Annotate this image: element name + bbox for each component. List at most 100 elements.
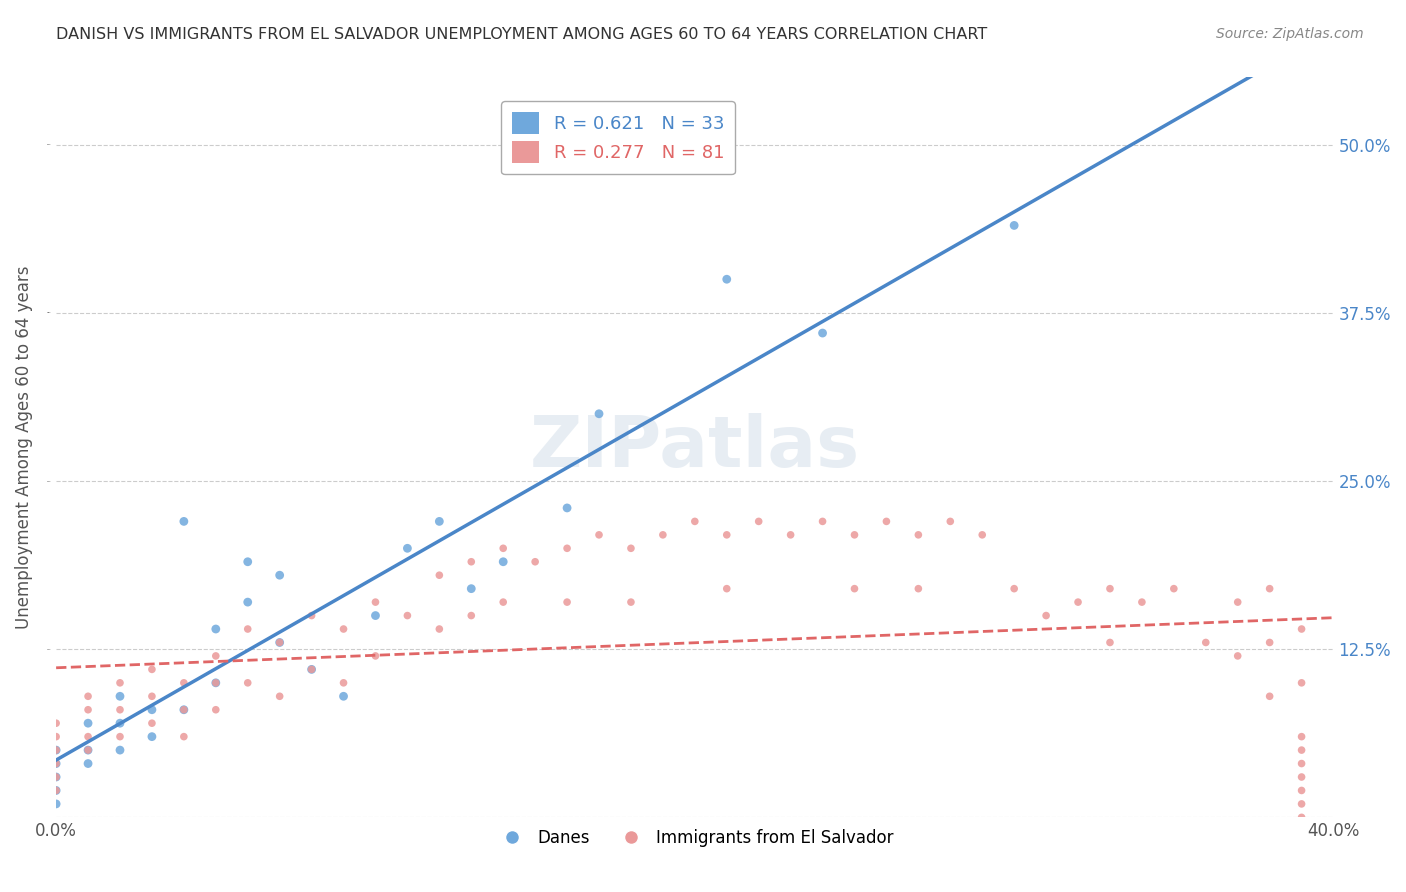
Point [173, 676, 195, 690]
Point [141, 716, 163, 731]
Point [1002, 219, 1025, 233]
Point [1291, 783, 1313, 797]
Point [236, 555, 259, 569]
Point [77, 690, 100, 704]
Point [907, 582, 929, 596]
Point [108, 703, 131, 717]
Point [555, 541, 578, 556]
Point [45, 770, 67, 784]
Point [204, 648, 226, 663]
Text: Source: ZipAtlas.com: Source: ZipAtlas.com [1216, 27, 1364, 41]
Point [396, 608, 419, 623]
Point [716, 272, 738, 286]
Point [204, 676, 226, 690]
Point [844, 582, 866, 596]
Point [364, 648, 387, 663]
Point [108, 690, 131, 704]
Point [236, 676, 259, 690]
Point [236, 595, 259, 609]
Point [45, 797, 67, 811]
Point [460, 582, 482, 596]
Point [844, 528, 866, 542]
Point [779, 528, 801, 542]
Point [1067, 595, 1090, 609]
Point [1226, 595, 1249, 609]
Point [427, 568, 450, 582]
Point [141, 703, 163, 717]
Point [77, 703, 100, 717]
Point [301, 608, 323, 623]
Point [1226, 648, 1249, 663]
Point [173, 703, 195, 717]
Point [1258, 582, 1281, 596]
Point [396, 541, 419, 556]
Point [45, 743, 67, 757]
Point [77, 743, 100, 757]
Point [427, 515, 450, 529]
Point [108, 716, 131, 731]
Point [492, 595, 515, 609]
Point [301, 662, 323, 676]
Point [972, 528, 994, 542]
Point [907, 528, 929, 542]
Point [524, 555, 547, 569]
Point [173, 703, 195, 717]
Point [301, 662, 323, 676]
Point [1258, 635, 1281, 649]
Point [620, 541, 643, 556]
Point [45, 756, 67, 771]
Point [204, 622, 226, 636]
Point [269, 635, 291, 649]
Point [332, 676, 354, 690]
Point [716, 528, 738, 542]
Point [45, 770, 67, 784]
Point [683, 515, 706, 529]
Point [748, 515, 770, 529]
Point [427, 622, 450, 636]
Point [1291, 676, 1313, 690]
Point [875, 515, 897, 529]
Point [204, 676, 226, 690]
Point [939, 515, 962, 529]
Legend: Danes, Immigrants from El Salvador: Danes, Immigrants from El Salvador [489, 822, 901, 854]
Point [620, 595, 643, 609]
Point [460, 555, 482, 569]
Point [77, 716, 100, 731]
Point [108, 743, 131, 757]
Point [45, 783, 67, 797]
Point [141, 690, 163, 704]
Point [1291, 730, 1313, 744]
Point [269, 568, 291, 582]
Point [45, 716, 67, 731]
Point [108, 676, 131, 690]
Point [588, 528, 610, 542]
Point [45, 743, 67, 757]
Point [1291, 810, 1313, 824]
Point [332, 690, 354, 704]
Point [45, 756, 67, 771]
Point [364, 595, 387, 609]
Point [1291, 756, 1313, 771]
Text: ZIPatlas: ZIPatlas [530, 413, 860, 482]
Point [460, 608, 482, 623]
Point [77, 756, 100, 771]
Point [269, 690, 291, 704]
Point [1130, 595, 1153, 609]
Point [651, 528, 673, 542]
Point [811, 515, 834, 529]
Point [555, 500, 578, 515]
Point [1291, 770, 1313, 784]
Point [173, 515, 195, 529]
Point [173, 730, 195, 744]
Text: DANISH VS IMMIGRANTS FROM EL SALVADOR UNEMPLOYMENT AMONG AGES 60 TO 64 YEARS COR: DANISH VS IMMIGRANTS FROM EL SALVADOR UN… [56, 27, 987, 42]
Point [1035, 608, 1057, 623]
Point [269, 635, 291, 649]
Point [45, 783, 67, 797]
Point [555, 595, 578, 609]
Point [141, 730, 163, 744]
Point [492, 541, 515, 556]
Point [1291, 797, 1313, 811]
Point [588, 407, 610, 421]
Point [492, 555, 515, 569]
Point [1163, 582, 1185, 596]
